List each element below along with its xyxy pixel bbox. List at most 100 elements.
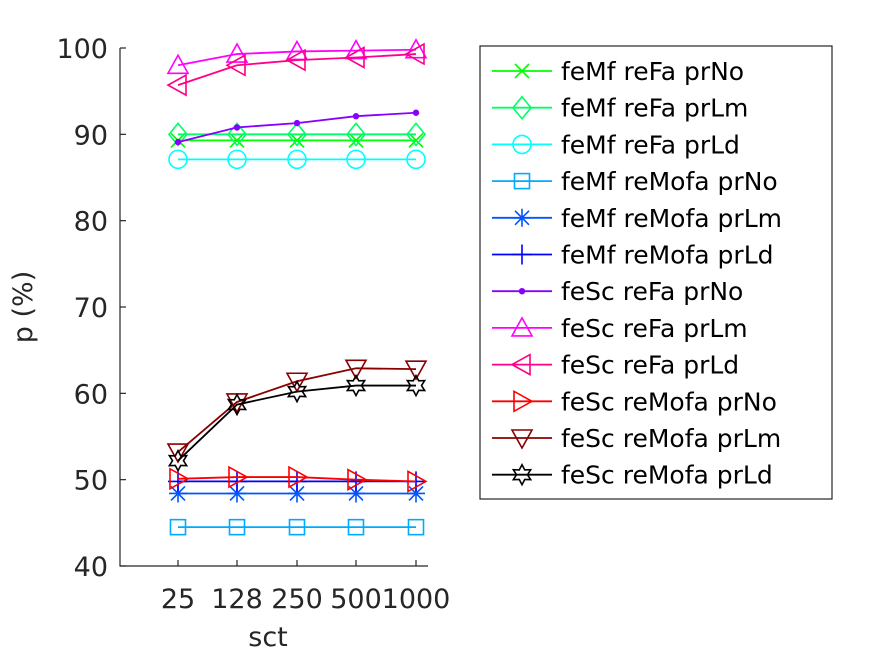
y-tick-label: 100 <box>56 34 108 65</box>
legend-label: feSc reMofa prNo <box>561 387 777 416</box>
data-point <box>226 122 248 147</box>
data-point <box>512 244 532 265</box>
series <box>167 373 427 473</box>
axis-frame <box>119 48 428 567</box>
x-tick-label: 1000 <box>382 584 451 615</box>
data-point <box>347 518 365 536</box>
data-point <box>287 149 307 170</box>
series <box>174 109 420 146</box>
data-point <box>288 465 309 489</box>
data-point <box>513 208 531 227</box>
data-point <box>174 138 182 146</box>
data-point <box>167 448 189 473</box>
series <box>167 122 427 147</box>
x-axis-ticks: 25 128 250 500 1000 <box>161 560 451 615</box>
data-point <box>404 42 425 66</box>
data-point <box>288 518 306 536</box>
series-line <box>177 48 417 67</box>
series-line <box>177 111 417 143</box>
legend-label: feMf reFa prLm <box>561 94 748 123</box>
data-point <box>228 518 246 536</box>
legend-label: feSc reFa prLm <box>561 314 748 343</box>
data-point <box>344 359 368 380</box>
data-point <box>408 132 424 148</box>
x-tick-label: 25 <box>161 584 195 615</box>
legend-entry: feSc reFa prLm <box>492 314 748 343</box>
data-point <box>510 429 534 450</box>
legend-entry: feMf reFa prLd <box>492 130 740 159</box>
series <box>166 359 428 464</box>
data-point <box>407 518 425 536</box>
y-axis-label: p (%) <box>8 271 39 343</box>
series <box>169 518 425 536</box>
data-point <box>518 288 526 295</box>
data-point <box>286 379 308 404</box>
legend-entry: feMf reFa prNo <box>492 57 744 86</box>
data-point <box>405 122 427 147</box>
axes <box>119 48 428 567</box>
data-point <box>347 484 365 503</box>
data-point <box>287 471 307 492</box>
data-point <box>289 132 305 148</box>
data-point <box>228 465 249 489</box>
data-point <box>352 113 360 120</box>
data-point <box>412 109 420 116</box>
data-point <box>347 468 368 492</box>
legend-entry: feSc reFa prLd <box>492 351 739 380</box>
series-line <box>177 476 417 483</box>
legend-label: feSc reFa prLd <box>561 351 739 380</box>
data-point <box>511 95 533 120</box>
legend-box <box>479 45 833 500</box>
data-point <box>167 122 189 147</box>
y-tick-label: 90 <box>74 120 108 151</box>
legend-label: feMf reFa prLd <box>561 130 740 159</box>
data-point <box>169 484 187 503</box>
legend-entry: feSc reMofa prLd <box>492 461 773 490</box>
series <box>169 465 428 493</box>
y-axis-ticks: 40 50 60 70 80 90 100 <box>56 34 126 583</box>
data-point <box>288 484 306 503</box>
legend-entry: feSc reMofa prLm <box>492 424 781 453</box>
data-point <box>168 149 188 170</box>
data-point <box>169 518 187 536</box>
data-point <box>344 46 365 69</box>
data-point <box>227 149 247 170</box>
legend-label: feMf reMofa prLd <box>561 241 774 270</box>
legend-entry: feMf reMofa prLd <box>492 241 774 270</box>
legend-entry: feMf reMofa prLm <box>492 204 782 233</box>
legend-entry: feSc reFa prNo <box>492 277 743 306</box>
data-point <box>166 73 187 97</box>
data-point <box>285 48 306 72</box>
series <box>169 484 425 503</box>
x-axis-label: sct <box>248 622 288 653</box>
legend-entry: feMf reMofa prNo <box>492 167 778 196</box>
data-point <box>404 360 428 381</box>
data-point <box>407 484 425 503</box>
data-point <box>286 122 308 147</box>
data-point <box>169 467 190 491</box>
data-point <box>166 443 190 464</box>
data-point <box>229 132 245 148</box>
data-point <box>225 53 246 77</box>
data-point <box>404 38 428 59</box>
y-tick-label: 60 <box>74 379 108 410</box>
data-point <box>407 470 428 493</box>
series <box>168 149 426 170</box>
data-point <box>512 134 532 155</box>
series <box>166 42 425 97</box>
data-point <box>227 471 247 492</box>
data-point <box>285 372 309 393</box>
legend-entry: feSc reMofa prNo <box>492 387 777 416</box>
data-point <box>406 149 426 170</box>
data-point <box>233 124 241 131</box>
data-point <box>225 42 249 63</box>
data-point <box>346 149 366 170</box>
data-point <box>293 119 301 127</box>
y-tick-label: 70 <box>74 293 108 324</box>
x-tick-label: 500 <box>330 584 382 615</box>
data-point <box>405 373 427 398</box>
plot-area <box>166 38 428 536</box>
legend-label: feSc reFa prNo <box>561 277 743 306</box>
series-line <box>177 384 416 462</box>
